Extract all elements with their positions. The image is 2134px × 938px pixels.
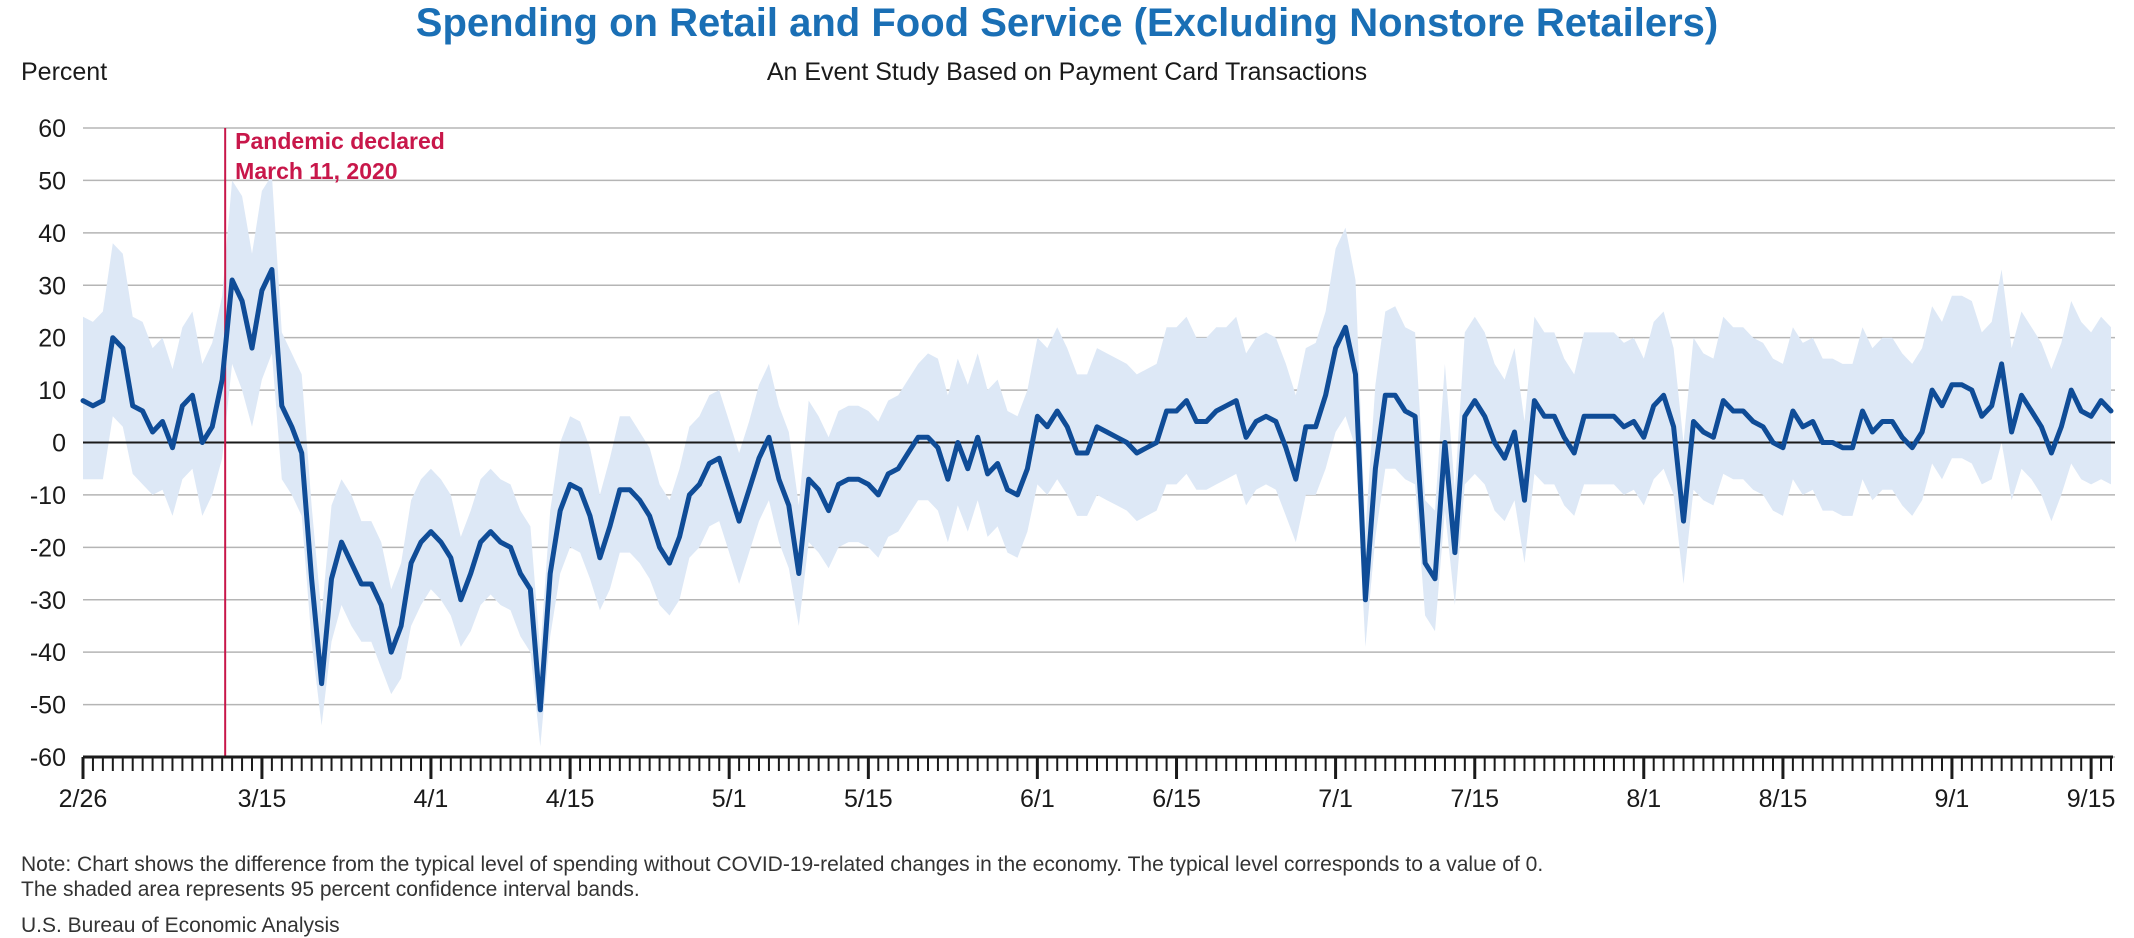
y-tick-label: -10 xyxy=(30,482,66,510)
x-tick-label: 3/15 xyxy=(238,785,287,813)
annotation-label-line1: Pandemic declared xyxy=(235,128,445,154)
annotation-layer: Pandemic declared March 11, 2020 xyxy=(224,128,445,757)
x-tick-label: 8/1 xyxy=(1626,785,1661,813)
y-tick-label: -50 xyxy=(30,692,66,720)
x-tick-label: 9/15 xyxy=(2067,785,2116,813)
x-axis: 2/26 3/15 4/1 4/15 5/1 5/15 6/1 6/15 7/1 7/15 8/1 8… xyxy=(59,755,2116,813)
y-tick-label: 20 xyxy=(38,325,66,353)
y-tick-label: 40 xyxy=(38,220,66,248)
note-text: Note: Chart shows the difference from th… xyxy=(21,853,1544,876)
x-tick-label: 8/15 xyxy=(1759,785,1808,813)
x-tick-label: 6/15 xyxy=(1152,785,1201,813)
x-tick-label: 4/15 xyxy=(546,785,595,813)
y-tick-label: -60 xyxy=(30,744,66,772)
y-axis-ticks: 60 50 40 30 20 10 0 -10 -20 -30 -40 -50 -60 xyxy=(30,115,66,772)
y-tick-label: 60 xyxy=(38,115,66,143)
note-text-2: The shaded area represents 95 percent co… xyxy=(21,878,640,901)
x-tick-label: 7/1 xyxy=(1318,785,1353,813)
y-tick-label: 10 xyxy=(38,377,66,405)
series-line-layer xyxy=(80,267,2114,713)
confidence-band xyxy=(83,175,2111,747)
x-tick-label: 6/1 xyxy=(1020,785,1055,813)
y-tick-label: -40 xyxy=(30,639,66,667)
x-tick-label: 4/1 xyxy=(414,785,449,813)
grid-lines xyxy=(83,127,2115,758)
y-tick-label: -30 xyxy=(30,587,66,615)
y-tick-label: -20 xyxy=(30,534,66,562)
x-tick-label: 7/15 xyxy=(1450,785,1499,813)
line-chart: Pandemic declared March 11, 2020 2/26 3/15… xyxy=(30,115,2116,813)
x-tick-label: 2/26 xyxy=(59,785,108,813)
source-text: U.S. Bureau of Economic Analysis xyxy=(21,914,340,937)
x-tick-label: 9/1 xyxy=(1935,785,1970,813)
x-tick-label: 5/15 xyxy=(844,785,893,813)
y-tick-label: 0 xyxy=(52,430,66,458)
x-tick-label: 5/1 xyxy=(712,785,747,813)
annotation-label-line2: March 11, 2020 xyxy=(235,158,397,184)
confidence-band-layer xyxy=(83,175,2111,747)
y-axis-label: Percent xyxy=(21,58,108,86)
y-tick-label: 30 xyxy=(38,272,66,300)
y-tick-label: 50 xyxy=(38,167,66,195)
chart-title: Spending on Retail and Food Service (Exc… xyxy=(415,1,1719,45)
chart-subtitle: An Event Study Based on Payment Card Tra… xyxy=(766,58,1368,86)
series-line xyxy=(80,267,2114,713)
